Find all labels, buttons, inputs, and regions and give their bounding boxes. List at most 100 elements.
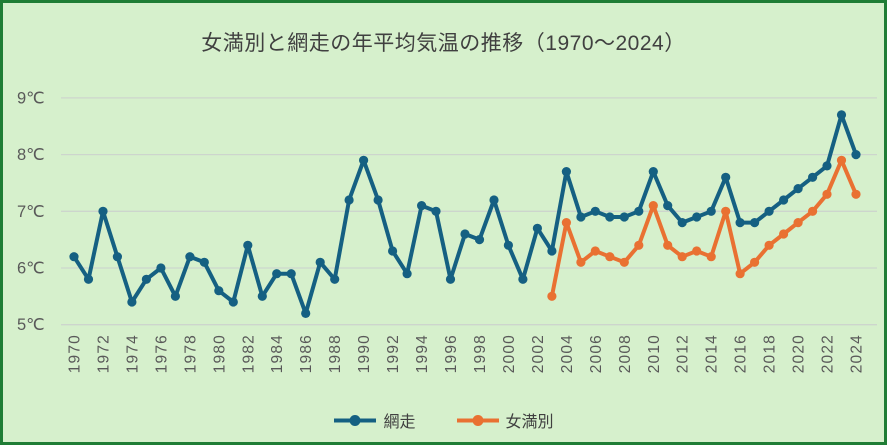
data-point [648,201,658,211]
data-point [112,252,122,262]
data-point [822,189,832,199]
y-axis-tick-label: 9℃ [17,89,45,107]
data-point [561,218,572,228]
x-axis-tick-label: 1990 [356,334,373,373]
data-point [822,161,832,171]
data-point [750,257,760,267]
data-point [460,229,470,239]
data-point [706,252,716,262]
data-point [735,218,745,228]
x-axis-tick-label: 1980 [211,334,228,373]
y-axis-tick-labels: 9℃ 8℃ 7℃ 6℃ 5℃ [17,89,45,334]
x-axis-tick-label: 2020 [791,334,808,373]
gridlines [61,97,877,326]
data-point [431,206,441,216]
legend-line-marker-icon [334,414,377,426]
data-point [547,291,557,301]
data-point [330,274,340,284]
data-point [286,269,296,279]
x-axis-tick-label: 2010 [646,334,663,373]
data-point [779,229,789,239]
data-point [605,252,615,262]
data-point [735,269,745,279]
data-point [851,150,861,160]
data-point [836,155,847,165]
data-point [764,240,774,250]
data-point [692,212,702,222]
data-point [750,218,760,228]
x-axis-tick-label: 1992 [385,334,402,373]
x-axis-tick-label: 2000 [501,334,518,373]
data-point [605,212,615,222]
x-axis-tick-label: 2014 [704,334,721,373]
data-point [619,257,629,267]
data-point [793,184,803,194]
data-point [344,195,354,205]
data-point [634,206,644,216]
data-point [677,218,687,228]
data-point [851,189,861,199]
legend-item-memanbetsu: 女満別 [456,408,554,432]
data-point [532,223,543,233]
y-axis-tick-label: 5℃ [17,316,45,334]
series-網走 [69,110,861,318]
data-point [518,274,528,284]
x-axis-tick-label: 1974 [124,334,141,373]
chart-title: 女満別と網走の年平均気温の推移（1970～2024） [201,32,686,55]
x-axis-tick-label: 1986 [298,334,315,373]
x-axis-tick-label: 2012 [675,334,692,373]
legend-label-abashiri: 網走 [383,414,416,431]
data-point [301,308,311,318]
y-axis-tick-label: 6℃ [17,260,45,278]
data-point [503,240,513,250]
data-point [779,195,789,205]
x-axis-tick-label: 1996 [443,334,460,373]
data-point [634,240,644,250]
x-axis-tick-label: 1988 [327,334,344,373]
x-axis-tick-label: 1994 [414,334,431,373]
data-point [561,167,572,177]
data-point [98,206,108,216]
series-女満別 [547,155,861,301]
data-point [402,269,412,279]
data-point [836,110,847,120]
data-point [808,172,818,182]
data-point [83,274,94,284]
x-axis-tick-label: 1970 [67,334,84,373]
data-point [199,257,209,267]
data-point [228,297,238,307]
data-point [692,246,702,256]
data-point [315,257,325,267]
x-axis-tick-label: 2024 [849,334,866,373]
data-point [619,212,629,222]
data-point [127,297,137,307]
data-point [706,206,716,216]
data-point [417,201,427,211]
x-axis-tick-label: 1978 [182,334,199,373]
data-point [185,252,195,262]
data-point [69,252,79,262]
data-point [590,206,600,216]
data-point [170,291,180,301]
data-point [677,252,687,262]
x-axis-tick-label: 1982 [240,334,257,373]
data-point [373,195,383,205]
legend-item-abashiri: 網走 [333,408,416,432]
data-point [648,167,658,177]
y-axis-tick-label: 8℃ [17,146,45,164]
y-axis-tick-label: 7℃ [17,203,45,221]
data-point [474,235,485,245]
data-point [721,172,731,182]
data-point [808,206,818,216]
legend-line-marker-icon [456,414,499,426]
data-point [663,240,673,250]
data-point [141,274,151,284]
data-point [721,206,731,216]
data-point [388,246,398,256]
data-point [590,246,600,256]
data-point [156,263,166,273]
x-axis-tick-label: 2018 [762,334,779,373]
data-point [214,286,224,296]
data-point [272,269,282,279]
